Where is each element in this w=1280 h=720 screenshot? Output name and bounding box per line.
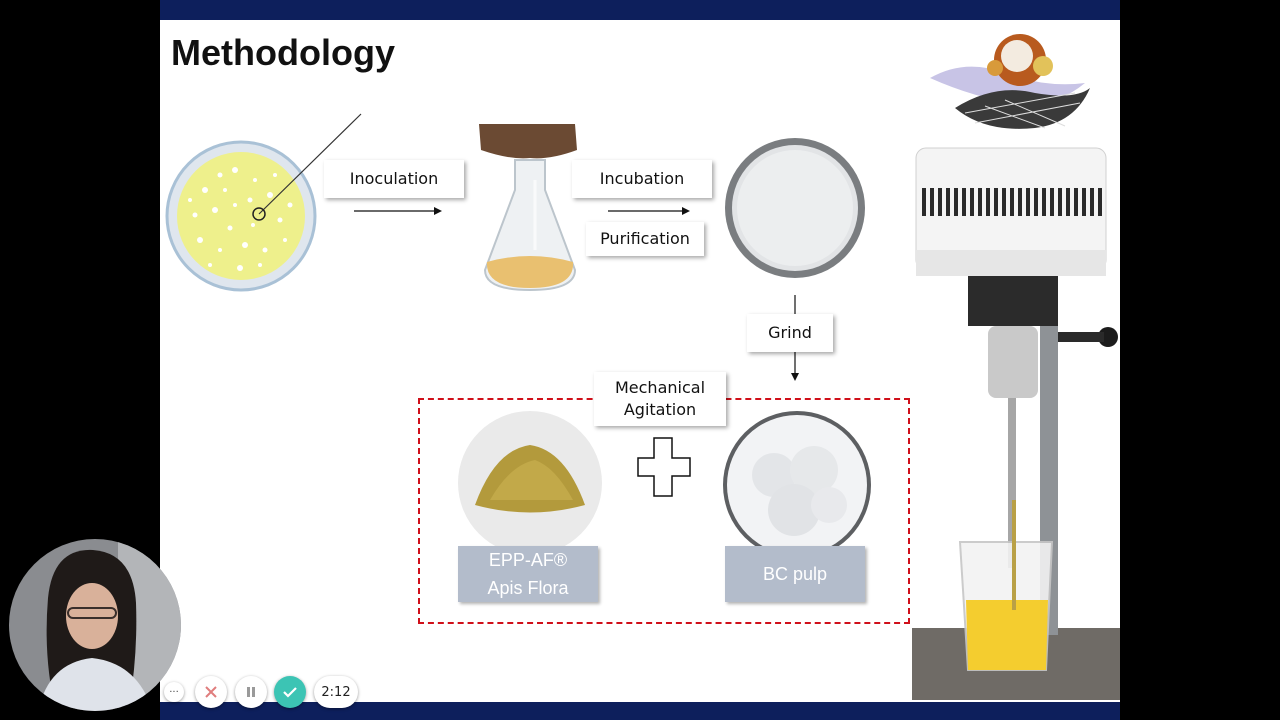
logo-collage-image: [930, 34, 1090, 129]
checkmark-icon: [283, 687, 297, 698]
petri-dish-image: [165, 113, 362, 292]
propolis-powder-image: [458, 411, 602, 555]
presenter-webcam-avatar: [9, 539, 181, 711]
pause-button[interactable]: [235, 676, 267, 708]
inoculation-label: Inoculation: [324, 160, 464, 198]
mechanical-agitation-line1: Mechanical: [614, 378, 706, 397]
pause-icon: [247, 687, 255, 697]
discard-button[interactable]: [195, 676, 227, 708]
more-options-button[interactable]: ···: [164, 682, 184, 702]
grind-label: Grind: [747, 314, 833, 352]
plus-icon: [637, 437, 691, 497]
more-options-label: ···: [169, 686, 179, 698]
incubation-label: Incubation: [572, 160, 712, 198]
bc-pulp-label-box: BC pulp: [725, 546, 865, 602]
flask-image: [479, 124, 577, 292]
inoculation-arrow: [354, 207, 442, 215]
incubation-arrow: [608, 207, 690, 215]
slide: Methodology Inoculation: [160, 0, 1120, 720]
slide-title: Methodology: [171, 32, 395, 73]
close-icon: [205, 686, 217, 698]
purification-label: Purification: [586, 222, 704, 256]
propolis-label-box: EPP-AF® Apis Flora: [458, 546, 598, 602]
propolis-label-line1: EPP-AF®: [488, 550, 568, 570]
bc-pulp-image: [723, 411, 871, 559]
finish-recording-button[interactable]: [274, 676, 306, 708]
recording-timer: 2:12: [314, 676, 358, 708]
slide-top-bar: [160, 0, 1120, 20]
propolis-label-line2: Apis Flora: [487, 578, 569, 598]
bc-membrane-image: [725, 138, 865, 278]
mechanical-agitation-label: Mechanical Agitation: [594, 372, 726, 426]
mechanical-agitation-line2: Agitation: [623, 400, 697, 419]
slide-bottom-bar: [160, 702, 1120, 720]
mechanical-stirrer-image: [912, 147, 1120, 700]
